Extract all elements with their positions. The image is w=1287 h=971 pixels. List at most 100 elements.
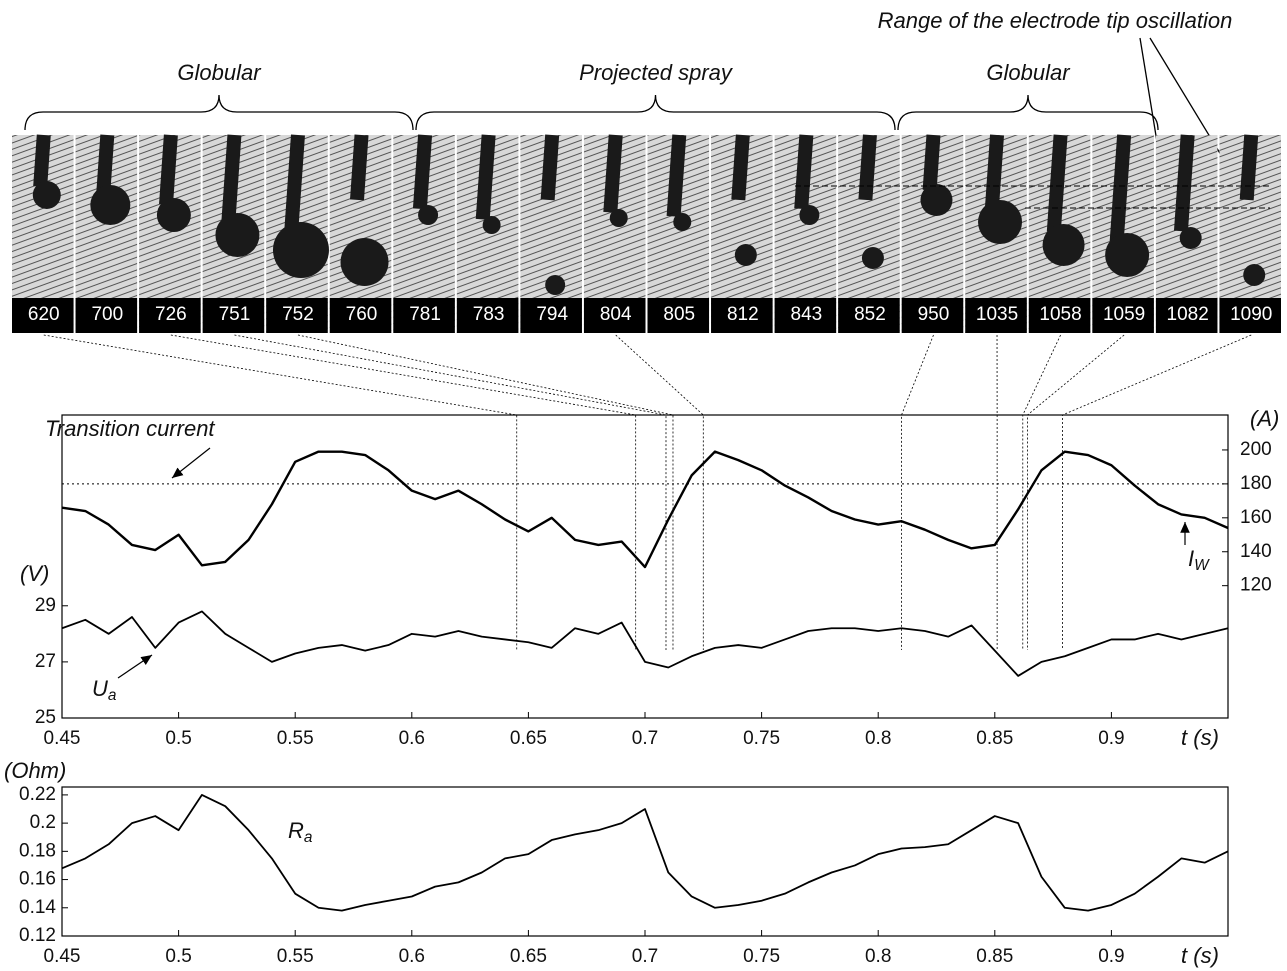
frame-label: 1058 <box>1039 304 1081 325</box>
frame-connector <box>43 334 518 650</box>
frame-connector <box>901 334 934 650</box>
frame-connector <box>1022 334 1061 650</box>
x-tick-label: 0.5 <box>165 728 191 749</box>
droplet <box>1179 227 1202 249</box>
regime-brace <box>24 94 414 131</box>
frame-label-band <box>520 298 582 333</box>
x-tick-label: 0.7 <box>632 728 658 749</box>
frame-label-band <box>1155 298 1218 333</box>
y-tick-label: 27 <box>35 651 56 672</box>
regime-label: Projected spray <box>579 60 734 85</box>
x-tick-label: 0.55 <box>277 946 314 967</box>
electrode <box>1173 134 1195 232</box>
x-tick-label: 0.65 <box>510 728 547 749</box>
frame-label: 783 <box>473 304 505 325</box>
y-tick-label: 0.18 <box>19 840 56 861</box>
x-tick-label: 0.45 <box>44 946 81 967</box>
frame-label: 1082 <box>1167 304 1209 325</box>
droplet <box>920 184 953 216</box>
regime-brace <box>897 94 1159 131</box>
droplet <box>545 275 566 295</box>
electrode <box>284 134 305 234</box>
frame-label-band <box>75 298 138 333</box>
x-axis-label: t (s) <box>1181 725 1219 750</box>
y-tick-label: 0.22 <box>19 784 56 805</box>
droplet <box>673 213 692 231</box>
x-tick-label: 0.65 <box>510 946 547 967</box>
electrode <box>1239 134 1259 201</box>
frame-label-band <box>393 298 455 333</box>
regime-label: Globular <box>177 60 262 85</box>
frame-label: 805 <box>663 304 695 325</box>
electrode <box>96 134 115 194</box>
y-axis-label: (Ohm) <box>4 758 66 783</box>
series-label-arrow <box>117 654 153 679</box>
series-label: IW <box>1188 546 1210 574</box>
x-tick-label: 0.8 <box>865 728 891 749</box>
x-tick-label: 0.85 <box>976 728 1013 749</box>
frame-label-band <box>901 298 964 333</box>
frame-label-band <box>456 298 519 333</box>
frame-label-band <box>583 298 646 333</box>
frame-label: 751 <box>219 304 251 325</box>
frame-label-band <box>329 298 392 333</box>
electrode <box>922 134 941 191</box>
droplet <box>799 205 820 225</box>
droplet <box>1042 224 1085 266</box>
frame-label: 760 <box>346 304 378 325</box>
droplet <box>215 213 260 257</box>
electrode <box>984 134 1005 210</box>
label-main: U <box>92 676 108 701</box>
y2-axis-label: (A) <box>1250 406 1279 431</box>
droplet <box>1243 264 1266 286</box>
droplet <box>156 198 191 232</box>
frame-connector <box>1062 334 1252 650</box>
electrode <box>794 134 814 210</box>
frame-label-band <box>1219 298 1281 333</box>
series-label: Ua <box>92 676 117 704</box>
frame-label-band <box>647 298 710 333</box>
frame-label: 950 <box>918 304 950 325</box>
frame-label: 1059 <box>1103 304 1145 325</box>
electrode <box>33 134 51 187</box>
frame-label: 794 <box>536 304 568 325</box>
x-tick-label: 0.85 <box>976 946 1013 967</box>
series-line <box>61 610 1229 677</box>
transition-label: Transition current <box>45 416 215 441</box>
y2-tick-label: 140 <box>1240 541 1272 562</box>
frame-label: 620 <box>28 304 60 325</box>
x-tick-label: 0.5 <box>165 946 191 967</box>
electrode <box>731 134 750 201</box>
label-sub: a <box>304 829 313 846</box>
x-tick-label: 0.75 <box>743 728 780 749</box>
droplet <box>734 244 757 266</box>
frame-label-band <box>1028 298 1091 333</box>
electrode <box>1109 134 1132 243</box>
frame-label-band <box>774 298 837 333</box>
frame-label: 1035 <box>976 304 1018 325</box>
y2-tick-label: 120 <box>1240 575 1272 596</box>
y-tick-label: 0.2 <box>30 812 56 833</box>
oscillation-annotation: Range of the electrode tip oscillation <box>878 8 1233 33</box>
electrode <box>412 134 433 210</box>
frame-label-band <box>1092 298 1154 333</box>
x-tick-label: 0.75 <box>743 946 780 967</box>
y2-tick-label: 200 <box>1240 439 1272 460</box>
frame-label: 804 <box>600 304 632 325</box>
frame-label: 700 <box>91 304 123 325</box>
droplet <box>32 181 61 209</box>
y2-tick-label: 180 <box>1240 473 1272 494</box>
frame-label: 843 <box>791 304 823 325</box>
droplet <box>418 205 439 225</box>
frame-label: 812 <box>727 304 759 325</box>
label-sub: W <box>1194 557 1210 574</box>
series-line <box>61 794 1229 912</box>
electrode <box>475 134 496 220</box>
droplet <box>482 216 501 234</box>
electrode <box>666 134 687 217</box>
droplet <box>861 247 884 269</box>
frame-label-band <box>838 298 900 333</box>
electrode <box>159 134 178 206</box>
frame-label: 752 <box>282 304 314 325</box>
